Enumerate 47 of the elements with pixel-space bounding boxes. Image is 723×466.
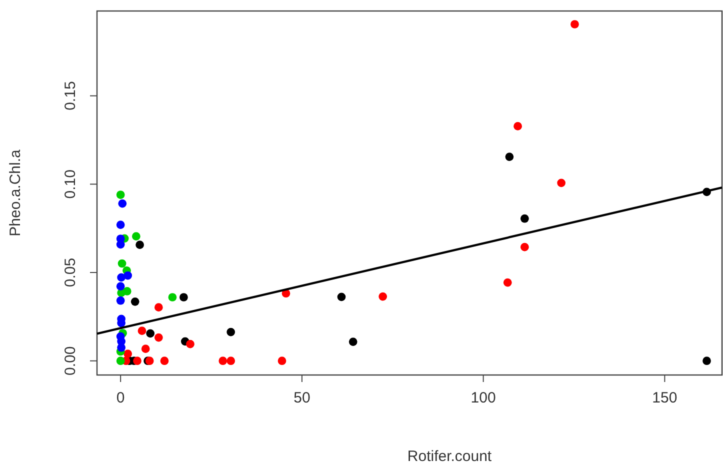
- point: [116, 282, 125, 290]
- point: [570, 20, 579, 28]
- point: [133, 356, 142, 366]
- point: [378, 292, 388, 301]
- y-tick-label: 0.05: [62, 258, 79, 288]
- point: [154, 303, 163, 312]
- point: [226, 356, 236, 366]
- point: [124, 350, 132, 358]
- point: [503, 278, 512, 287]
- point: [702, 356, 711, 366]
- x-tick-label: 150: [652, 390, 678, 407]
- point: [138, 326, 146, 335]
- x-tick-label: 50: [294, 390, 310, 407]
- point: [141, 344, 150, 354]
- point: [520, 242, 529, 252]
- point: [278, 356, 286, 366]
- point: [146, 329, 155, 338]
- point: [116, 356, 125, 366]
- point: [130, 297, 140, 306]
- y-tick-label: 0.15: [62, 81, 79, 110]
- point: [132, 232, 140, 240]
- x-tick-label: 0: [116, 390, 125, 407]
- x-tick-label: 100: [470, 390, 496, 407]
- y-axis-title: Pheo.a.Chl.a: [7, 148, 24, 236]
- point: [186, 340, 194, 348]
- point: [514, 122, 522, 130]
- point: [116, 220, 125, 229]
- point: [136, 240, 144, 249]
- point: [557, 178, 566, 188]
- point: [116, 190, 125, 199]
- point: [118, 259, 126, 268]
- point: [226, 328, 236, 336]
- point: [520, 214, 529, 223]
- point: [218, 356, 228, 366]
- point: [505, 152, 514, 161]
- x-axis-title: Rotifer.count: [407, 448, 492, 465]
- y-tick-label: 0.00: [62, 346, 79, 376]
- point: [160, 356, 169, 366]
- y-tick-label: 0.10: [62, 170, 79, 199]
- point: [348, 338, 358, 346]
- point: [337, 292, 346, 302]
- point: [154, 333, 163, 342]
- point: [180, 293, 188, 302]
- point: [117, 273, 126, 282]
- point: [118, 199, 127, 208]
- point: [168, 293, 177, 302]
- point: [116, 296, 125, 305]
